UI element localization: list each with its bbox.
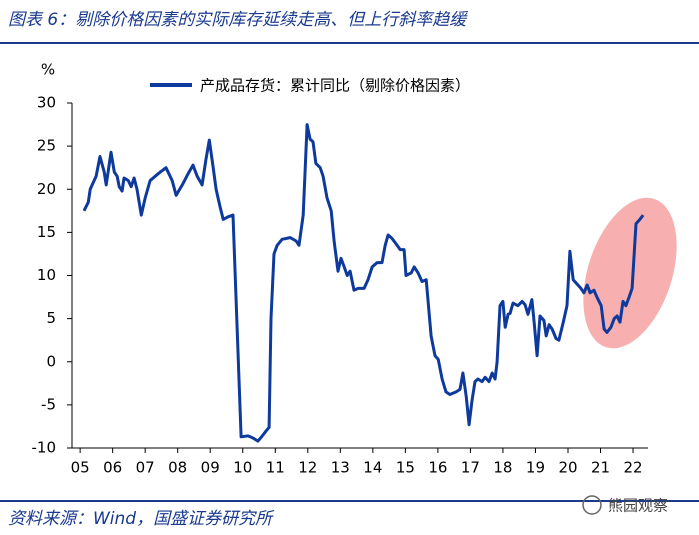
x-tick-label: 13 bbox=[331, 459, 350, 477]
x-tick-label: 10 bbox=[233, 459, 252, 477]
x-tick-label: 16 bbox=[428, 459, 447, 477]
y-tick-label: 10 bbox=[37, 266, 56, 284]
x-tick-label: 19 bbox=[526, 459, 545, 477]
x-tick-label: 20 bbox=[558, 459, 577, 477]
legend-label: 产成品存货：累计同比（剔除价格因素） bbox=[200, 77, 470, 95]
watermark: 熊园观察 bbox=[608, 497, 668, 515]
y-tick-label: -10 bbox=[32, 439, 57, 457]
x-tick-label: 08 bbox=[168, 459, 187, 477]
y-tick-label: 25 bbox=[37, 137, 56, 155]
x-tick-label: 21 bbox=[591, 459, 610, 477]
x-tick-label: 18 bbox=[493, 459, 512, 477]
data-line bbox=[82, 123, 645, 443]
y-tick-label: 30 bbox=[37, 94, 56, 112]
x-tick-label: 05 bbox=[71, 459, 90, 477]
y-axis-label: % bbox=[41, 61, 55, 79]
x-tick-label: 12 bbox=[298, 459, 317, 477]
chart-title: 图表 6：剔除价格因素的实际库存延续走高、但上行斜率趋缓 bbox=[8, 10, 468, 30]
x-tick-label: 15 bbox=[396, 459, 415, 477]
x-tick-label: 14 bbox=[363, 459, 382, 477]
y-tick-label: 0 bbox=[46, 352, 56, 370]
x-tick-label: 17 bbox=[461, 459, 480, 477]
y-tick-label: -5 bbox=[41, 395, 56, 413]
x-tick-label: 07 bbox=[136, 459, 155, 477]
watermark-icon bbox=[582, 495, 602, 515]
y-tick-label: 15 bbox=[37, 223, 56, 241]
x-tick-label: 11 bbox=[266, 459, 285, 477]
x-tick-label: 06 bbox=[103, 459, 122, 477]
highlight-ellipse bbox=[583, 197, 677, 349]
x-tick-label: 09 bbox=[201, 459, 220, 477]
source-note: 资料来源：Wind，国盛证券研究所 bbox=[8, 509, 275, 529]
x-tick-label: 22 bbox=[623, 459, 642, 477]
y-tick-label: 20 bbox=[37, 180, 56, 198]
y-tick-label: 5 bbox=[46, 309, 56, 327]
